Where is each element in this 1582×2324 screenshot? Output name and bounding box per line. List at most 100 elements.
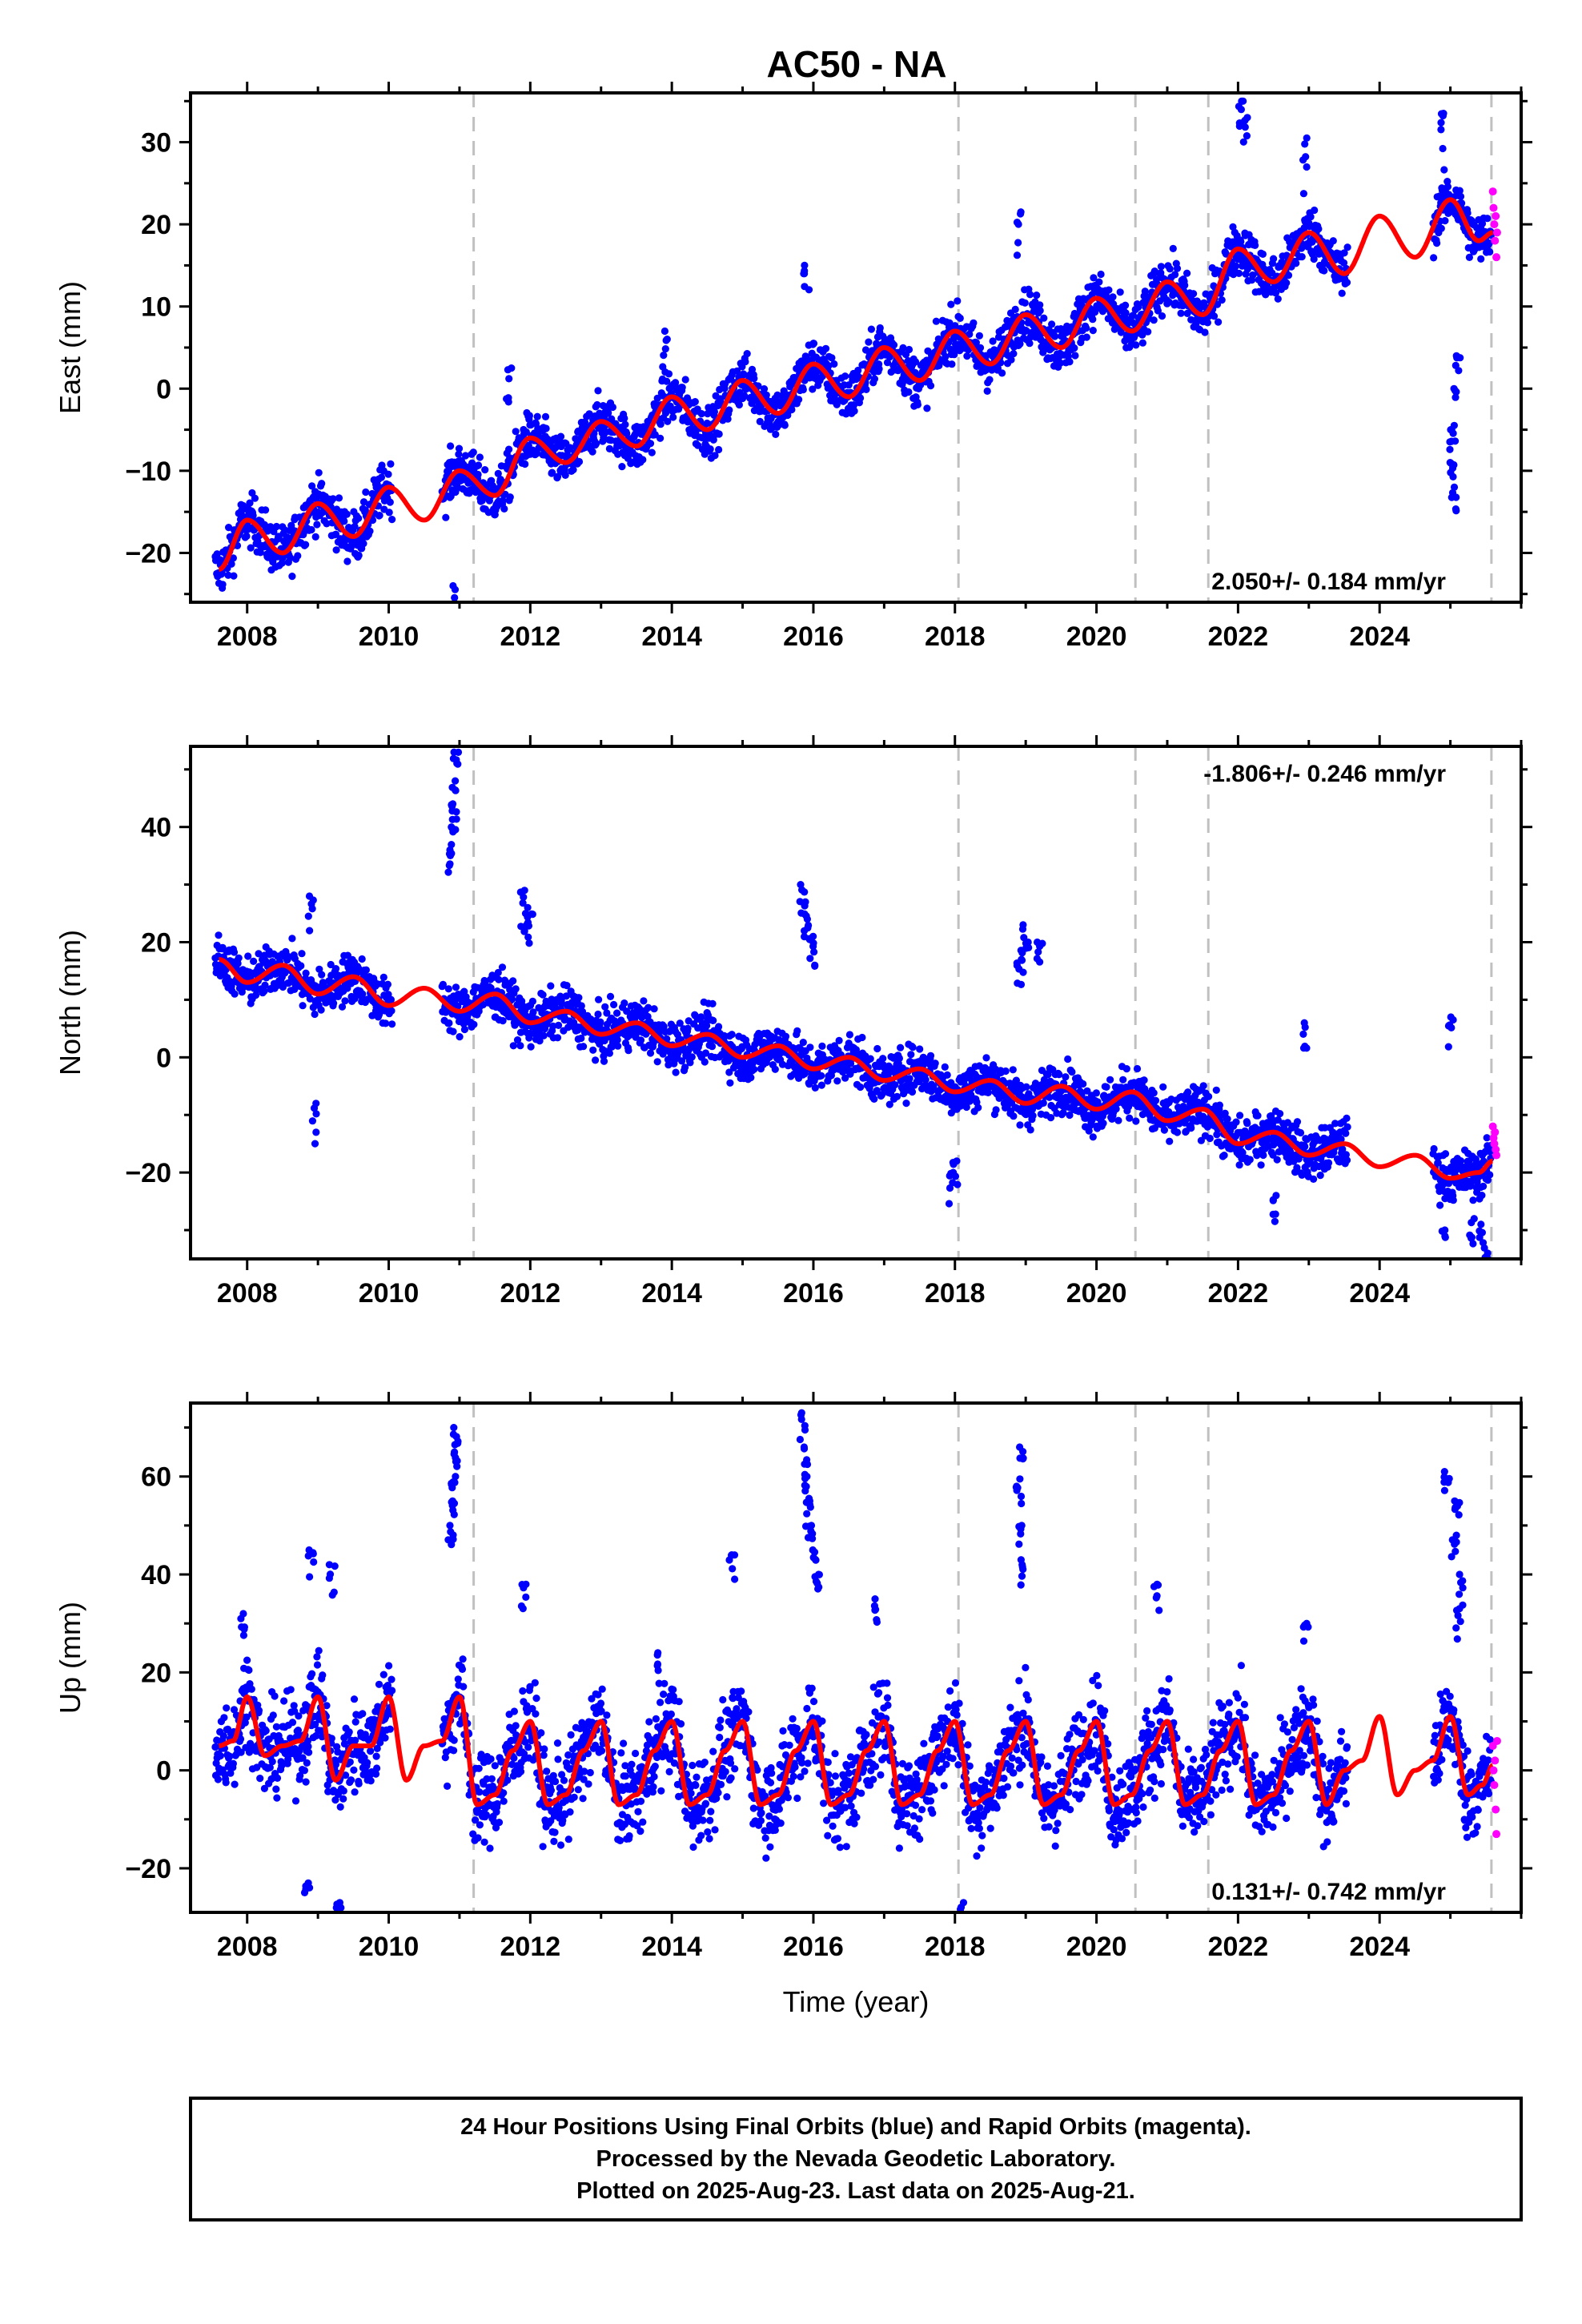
final-orbit-point — [1251, 241, 1259, 249]
north-panel: 2008 2010 2012 2014 2016 2018 2020 2022 2024−200… — [54, 735, 1532, 1309]
final-orbit-point — [361, 506, 369, 514]
final-orbit-point — [522, 428, 531, 436]
final-orbit-point — [340, 517, 348, 525]
final-orbit-point — [335, 494, 343, 502]
final-orbit-point — [1010, 350, 1018, 358]
final-orbit-point — [743, 350, 751, 358]
final-orbit-point — [697, 1013, 705, 1021]
final-orbit-point — [1324, 1159, 1333, 1167]
final-orbit-point — [329, 495, 337, 503]
final-orbit-point — [678, 384, 686, 392]
final-orbit-point — [447, 618, 454, 625]
final-orbit-point — [950, 351, 958, 359]
final-orbit-point — [715, 430, 723, 438]
final-orbit-point — [833, 1077, 841, 1085]
final-orbit-point — [1150, 267, 1158, 275]
final-orbit-point — [905, 1075, 913, 1083]
final-orbit-point — [1089, 327, 1097, 335]
final-orbit-point — [862, 385, 870, 393]
final-orbit-point — [970, 319, 978, 327]
east-final-orbit-points — [211, 97, 1495, 625]
final-orbit-point — [817, 1081, 825, 1089]
final-orbit-point — [1048, 320, 1056, 328]
final-orbit-point — [1122, 309, 1130, 317]
final-orbit-point — [229, 554, 237, 562]
final-orbit-point — [762, 391, 770, 399]
final-orbit-point — [1199, 1082, 1207, 1090]
final-orbit-point — [1016, 1121, 1024, 1129]
east-x-tick-label: 2012 — [500, 621, 561, 652]
final-orbit-point — [605, 444, 614, 453]
final-orbit-point — [498, 963, 507, 971]
east-panel: 2008 2010 2012 2014 2016 2018 2020 2022 2024−20−… — [54, 82, 1532, 652]
final-orbit-point — [247, 544, 255, 552]
final-orbit-point — [594, 387, 602, 395]
final-orbit-point — [875, 364, 883, 373]
final-orbit-point — [332, 546, 340, 554]
east-y-tick-label: 0 — [156, 374, 171, 404]
final-orbit-point — [225, 524, 233, 532]
final-orbit-point — [387, 460, 395, 468]
final-orbit-point — [1151, 1096, 1160, 1104]
final-orbit-point — [1183, 269, 1191, 277]
final-orbit-point — [756, 417, 764, 426]
final-orbit-point — [1092, 1089, 1100, 1097]
final-orbit-point — [1169, 244, 1177, 252]
final-orbit-point — [661, 345, 669, 353]
final-orbit-point — [972, 339, 980, 347]
final-orbit-point — [1320, 267, 1328, 275]
final-orbit-point — [556, 432, 565, 440]
final-orbit-point — [299, 1002, 307, 1010]
final-orbit-point — [1165, 298, 1173, 306]
final-orbit-point — [358, 955, 366, 963]
final-orbit-point — [715, 1023, 723, 1031]
final-orbit-point — [451, 593, 459, 602]
final-orbit-point — [1029, 1112, 1037, 1120]
final-orbit-point — [308, 482, 316, 490]
final-orbit-point — [845, 1031, 853, 1039]
final-orbit-point — [219, 581, 227, 589]
final-orbit-point — [1338, 289, 1346, 297]
final-orbit-point — [709, 999, 717, 1007]
final-orbit-point — [806, 1043, 814, 1051]
final-orbit-point — [1105, 286, 1113, 294]
final-orbit-point — [575, 994, 583, 1002]
final-orbit-point — [1158, 312, 1166, 320]
final-orbit-point — [1212, 1086, 1220, 1094]
final-orbit-point — [1122, 1065, 1130, 1073]
final-orbit-point — [1201, 328, 1209, 336]
final-orbit-point — [451, 585, 460, 593]
final-orbit-point — [569, 466, 577, 474]
final-orbit-point — [1222, 250, 1230, 258]
final-orbit-point — [499, 1017, 507, 1025]
final-orbit-point — [294, 552, 302, 560]
final-orbit-point — [800, 270, 808, 278]
final-orbit-point — [974, 1104, 982, 1112]
final-orbit-point — [982, 1054, 990, 1062]
final-orbit-point — [516, 1042, 524, 1050]
final-orbit-point — [976, 344, 985, 352]
final-orbit-point — [681, 376, 689, 384]
final-orbit-point — [799, 386, 807, 394]
east-y-axis-label: East (mm) — [54, 281, 86, 414]
final-orbit-point — [215, 931, 223, 939]
final-orbit-point — [585, 410, 593, 418]
final-orbit-point — [1310, 1175, 1318, 1183]
final-orbit-point — [351, 522, 359, 531]
east-y-tick-label: −20 — [125, 538, 171, 569]
final-orbit-point — [302, 969, 310, 977]
final-orbit-point — [926, 1051, 935, 1059]
final-orbit-point — [298, 950, 306, 958]
final-orbit-point — [788, 405, 796, 414]
final-orbit-point — [355, 551, 363, 560]
final-orbit-point — [989, 337, 997, 345]
final-orbit-point — [817, 1072, 825, 1080]
final-orbit-point — [931, 1059, 939, 1068]
final-orbit-point — [909, 1043, 917, 1051]
final-orbit-point — [811, 1084, 819, 1092]
final-orbit-point — [883, 359, 892, 367]
final-orbit-point — [388, 1020, 396, 1028]
final-orbit-point — [378, 461, 386, 469]
final-orbit-point — [889, 341, 898, 349]
final-orbit-point — [921, 1076, 930, 1084]
